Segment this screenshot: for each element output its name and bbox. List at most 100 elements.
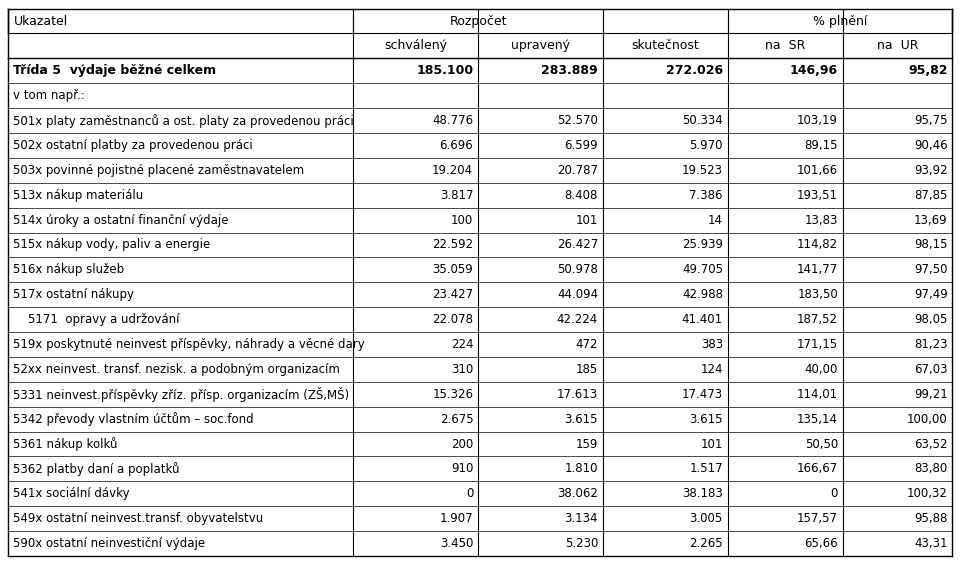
Text: 98,05: 98,05 bbox=[914, 313, 948, 326]
Text: 38.183: 38.183 bbox=[683, 487, 723, 500]
Text: 519x poskytnuté neinvest příspěvky, náhrady a věcné dary: 519x poskytnuté neinvest příspěvky, náhr… bbox=[13, 338, 365, 351]
Text: 14: 14 bbox=[708, 213, 723, 227]
Text: 83,80: 83,80 bbox=[914, 462, 948, 475]
Text: 50.334: 50.334 bbox=[683, 114, 723, 127]
Text: 49.705: 49.705 bbox=[682, 263, 723, 276]
Text: 159: 159 bbox=[576, 438, 598, 451]
Text: 97,50: 97,50 bbox=[914, 263, 948, 276]
Text: 67,03: 67,03 bbox=[914, 363, 948, 376]
Text: 5331 neinvest.příspěvky zříz. přísp. organizacím (ZŠ,MŠ): 5331 neinvest.příspěvky zříz. přísp. org… bbox=[13, 387, 349, 402]
Text: 3.134: 3.134 bbox=[564, 512, 598, 525]
Text: 65,66: 65,66 bbox=[804, 537, 838, 550]
Text: 3.450: 3.450 bbox=[440, 537, 473, 550]
Text: 95,82: 95,82 bbox=[908, 64, 948, 77]
Text: 8.408: 8.408 bbox=[564, 189, 598, 202]
Text: 513x nákup materiálu: 513x nákup materiálu bbox=[13, 189, 144, 202]
Text: Ukazatel: Ukazatel bbox=[13, 14, 68, 27]
Text: 100,32: 100,32 bbox=[906, 487, 948, 500]
Text: 283.889: 283.889 bbox=[541, 64, 598, 77]
Text: 910: 910 bbox=[451, 462, 473, 475]
Text: 63,52: 63,52 bbox=[914, 438, 948, 451]
Text: 6.696: 6.696 bbox=[440, 139, 473, 152]
Text: 97,49: 97,49 bbox=[914, 288, 948, 301]
Text: 17.613: 17.613 bbox=[557, 388, 598, 401]
Text: 141,77: 141,77 bbox=[797, 263, 838, 276]
Text: % plnění: % plnění bbox=[813, 14, 867, 27]
Text: 99,21: 99,21 bbox=[914, 388, 948, 401]
Text: Rozpočet: Rozpočet bbox=[449, 14, 507, 27]
Text: 0: 0 bbox=[830, 487, 838, 500]
Text: 114,82: 114,82 bbox=[797, 239, 838, 252]
Text: 157,57: 157,57 bbox=[797, 512, 838, 525]
Text: 13,69: 13,69 bbox=[914, 213, 948, 227]
Text: 517x ostatní nákupy: 517x ostatní nákupy bbox=[13, 288, 134, 301]
Text: 383: 383 bbox=[701, 338, 723, 351]
Text: 187,52: 187,52 bbox=[797, 313, 838, 326]
Text: 472: 472 bbox=[576, 338, 598, 351]
Text: 5.230: 5.230 bbox=[564, 537, 598, 550]
Text: 5362 platby daní a poplatků: 5362 platby daní a poplatků bbox=[13, 462, 180, 476]
Text: 171,15: 171,15 bbox=[797, 338, 838, 351]
Text: 95,88: 95,88 bbox=[914, 512, 948, 525]
Text: 224: 224 bbox=[451, 338, 473, 351]
Text: 42.224: 42.224 bbox=[557, 313, 598, 326]
Text: 146,96: 146,96 bbox=[790, 64, 838, 77]
Text: na  SR: na SR bbox=[765, 39, 805, 53]
Text: 87,85: 87,85 bbox=[914, 189, 948, 202]
Text: 7.386: 7.386 bbox=[689, 189, 723, 202]
Text: 22.592: 22.592 bbox=[432, 239, 473, 252]
Text: 81,23: 81,23 bbox=[914, 338, 948, 351]
Text: 17.473: 17.473 bbox=[682, 388, 723, 401]
Text: 52xx neinvest. transf. nezisk. a podobným organizacím: 52xx neinvest. transf. nezisk. a podobný… bbox=[13, 363, 340, 376]
Text: skutečnost: skutečnost bbox=[632, 39, 699, 53]
Text: 193,51: 193,51 bbox=[797, 189, 838, 202]
Text: 41.401: 41.401 bbox=[682, 313, 723, 326]
Text: 114,01: 114,01 bbox=[797, 388, 838, 401]
Text: 42.988: 42.988 bbox=[682, 288, 723, 301]
Text: 541x sociální dávky: 541x sociální dávky bbox=[13, 487, 130, 500]
Text: v tom např.:: v tom např.: bbox=[13, 89, 85, 102]
Text: 13,83: 13,83 bbox=[804, 213, 838, 227]
Text: 100,00: 100,00 bbox=[907, 412, 948, 426]
Text: 185.100: 185.100 bbox=[416, 64, 473, 77]
Text: 93,92: 93,92 bbox=[914, 164, 948, 177]
Text: 5171  opravy a udržování: 5171 opravy a udržování bbox=[13, 313, 180, 326]
Text: 516x nákup služeb: 516x nákup služeb bbox=[13, 263, 125, 276]
Text: 5.970: 5.970 bbox=[689, 139, 723, 152]
Text: 310: 310 bbox=[451, 363, 473, 376]
Text: 19.204: 19.204 bbox=[432, 164, 473, 177]
Text: 1.810: 1.810 bbox=[564, 462, 598, 475]
Text: 3.005: 3.005 bbox=[689, 512, 723, 525]
Text: 50.978: 50.978 bbox=[557, 263, 598, 276]
Text: 103,19: 103,19 bbox=[797, 114, 838, 127]
Text: 501x platy zaměstnanců a ost. platy za provedenou práci: 501x platy zaměstnanců a ost. platy za p… bbox=[13, 114, 354, 128]
Text: 3.615: 3.615 bbox=[689, 412, 723, 426]
Text: 52.570: 52.570 bbox=[557, 114, 598, 127]
Text: na  UR: na UR bbox=[876, 39, 919, 53]
Text: 1.517: 1.517 bbox=[689, 462, 723, 475]
Text: 0: 0 bbox=[466, 487, 473, 500]
Text: 135,14: 135,14 bbox=[797, 412, 838, 426]
Text: 503x povinné pojistné placené zaměstnavatelem: 503x povinné pojistné placené zaměstnava… bbox=[13, 164, 304, 177]
Text: 124: 124 bbox=[701, 363, 723, 376]
Text: 1.907: 1.907 bbox=[440, 512, 473, 525]
Text: 5361 nákup kolků: 5361 nákup kolků bbox=[13, 437, 118, 451]
Text: 3.817: 3.817 bbox=[440, 189, 473, 202]
Text: 26.427: 26.427 bbox=[557, 239, 598, 252]
Text: 200: 200 bbox=[451, 438, 473, 451]
Text: 38.062: 38.062 bbox=[557, 487, 598, 500]
Text: 89,15: 89,15 bbox=[804, 139, 838, 152]
Text: 22.078: 22.078 bbox=[432, 313, 473, 326]
Text: 590x ostatní neinvestiční výdaje: 590x ostatní neinvestiční výdaje bbox=[13, 537, 205, 550]
Text: 502x ostatní platby za provedenou práci: 502x ostatní platby za provedenou práci bbox=[13, 139, 253, 152]
Text: 50,50: 50,50 bbox=[804, 438, 838, 451]
Text: 549x ostatní neinvest.transf. obyvatelstvu: 549x ostatní neinvest.transf. obyvatelst… bbox=[13, 512, 264, 525]
Text: 185: 185 bbox=[576, 363, 598, 376]
Text: 6.599: 6.599 bbox=[564, 139, 598, 152]
Text: 15.326: 15.326 bbox=[432, 388, 473, 401]
Text: 40,00: 40,00 bbox=[804, 363, 838, 376]
Text: Třída 5  výdaje běžné celkem: Třída 5 výdaje běžné celkem bbox=[13, 64, 217, 77]
Text: 515x nákup vody, paliv a energie: 515x nákup vody, paliv a energie bbox=[13, 239, 210, 252]
Text: 166,67: 166,67 bbox=[797, 462, 838, 475]
Text: upravený: upravený bbox=[511, 39, 570, 53]
